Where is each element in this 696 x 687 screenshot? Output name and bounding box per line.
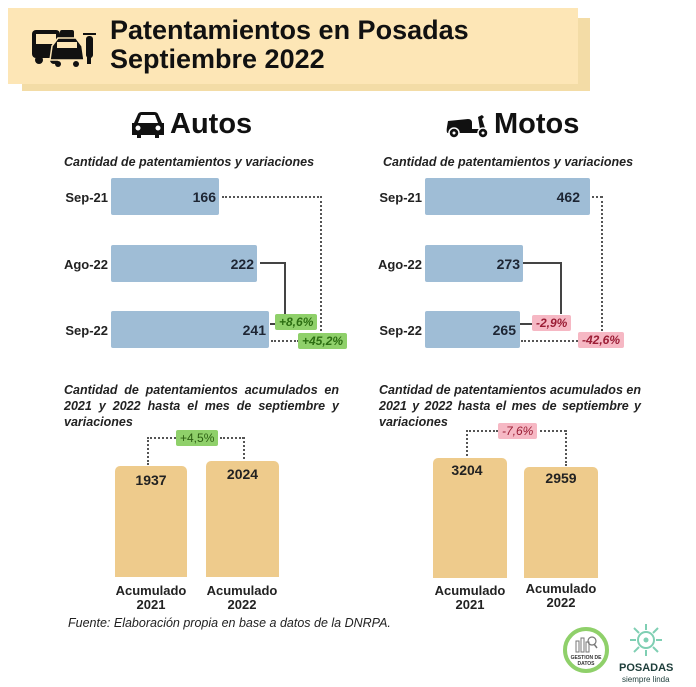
autos-value: 222	[230, 256, 254, 272]
connector-line	[521, 340, 581, 342]
label-line: 2022	[546, 595, 576, 610]
title-line-1: Patentamientos en Posadas	[110, 15, 469, 45]
connector-line	[243, 437, 245, 459]
autos-row-label: Sep-22	[65, 323, 108, 338]
label-line: Acumulado	[525, 581, 597, 596]
autos-monthly-subtitle: Cantidad de patentamientos y variaciones	[64, 155, 315, 169]
autos-row-label: Sep-21	[65, 190, 108, 205]
variation-badge-yearly: +45,2%	[298, 333, 348, 349]
connector-line	[466, 430, 498, 432]
vehicles-icon	[32, 30, 96, 67]
motos-accum-label: Acumulado 2022	[516, 582, 606, 610]
accum-variation-badge: -7,6%	[498, 423, 538, 439]
posadas-emblem-icon	[630, 624, 662, 656]
autos-accum-value: 1937	[135, 472, 167, 488]
connector-line	[271, 340, 299, 342]
connector-line	[260, 262, 286, 264]
autos-heading-label: Autos	[170, 108, 253, 140]
autos-accum-label: Acumulado 2022	[197, 584, 287, 612]
autos-value: 241	[242, 322, 266, 338]
autos-accum-bar-2022	[206, 461, 279, 577]
motos-accum-subtitle: Cantidad de patentamientos acumulados en…	[379, 383, 641, 429]
motos-value: 273	[496, 256, 520, 272]
autos-accum-subtitle: Cantidad de patentamientos acumulados en…	[64, 383, 339, 429]
autos-bar-sep22	[111, 311, 269, 348]
page-title: Patentamientos en Posadas Septiembre 202…	[110, 16, 469, 74]
motos-bar-sep21	[425, 178, 590, 215]
connector-line	[222, 196, 322, 198]
gestion-de-datos-text: GESTION DE DATOS	[570, 655, 602, 667]
gestion-de-datos-logo	[563, 627, 609, 673]
connector-line	[284, 262, 286, 314]
motos-heading: Motos	[446, 108, 579, 141]
connector-line	[523, 262, 561, 264]
variation-badge-monthly: +8,6%	[275, 314, 318, 330]
connector-line	[540, 430, 566, 432]
connector-line	[147, 437, 149, 465]
motos-accum-value: 2959	[545, 470, 577, 486]
posadas-logo-subtitle: siempre linda	[622, 675, 670, 684]
variation-badge-yearly: -42,6%	[578, 332, 625, 348]
motos-heading-label: Motos	[494, 108, 580, 140]
autos-bar-ago22	[111, 245, 257, 282]
motos-value: 462	[556, 189, 580, 205]
label-line: 2021	[136, 597, 166, 612]
label-line: Acumulado	[115, 583, 187, 598]
car-icon	[132, 111, 164, 138]
connector-line	[220, 437, 244, 439]
connector-line	[592, 196, 602, 198]
motos-monthly-subtitle: Cantidad de patentamientos y variaciones	[383, 155, 634, 169]
motos-accum-bar-2021	[433, 458, 507, 578]
variation-badge-monthly: -2,9%	[532, 315, 572, 331]
autos-accum-bar-2021	[115, 466, 187, 577]
motos-accum-bar-2022	[524, 467, 598, 578]
label-line: Acumulado	[206, 583, 278, 598]
motos-accum-value: 3204	[451, 462, 483, 478]
connector-line	[565, 430, 567, 466]
autos-row-label: Ago-22	[63, 257, 108, 272]
autos-accum-label: Acumulado 2021	[106, 584, 196, 612]
title-line-2: Septiembre 2022	[110, 44, 325, 74]
motos-bar-ago22	[425, 245, 523, 282]
connector-line	[147, 437, 195, 439]
autos-bar-sep21	[111, 178, 219, 215]
label-line: Acumulado	[434, 583, 506, 598]
connector-line	[520, 323, 534, 325]
connector-line	[560, 262, 562, 314]
connector-line	[601, 196, 603, 331]
scooter-icon	[446, 114, 489, 139]
label-line: 2022	[227, 597, 257, 612]
connector-line	[320, 196, 322, 331]
motos-value: 265	[492, 322, 516, 338]
motos-accum-label: Acumulado 2021	[425, 584, 515, 612]
motos-row-label: Sep-21	[379, 190, 422, 205]
motos-bar-sep22	[425, 311, 520, 348]
motos-row-label: Sep-22	[379, 323, 422, 338]
connector-line	[270, 323, 276, 325]
label-line: 2021	[455, 597, 485, 612]
posadas-logo-title: POSADAS	[619, 662, 674, 674]
connector-line	[466, 430, 468, 456]
accum-variation-badge: +4,5%	[176, 430, 219, 446]
bar-chart-magnifier-icon	[575, 636, 598, 653]
autos-accum-value: 2024	[226, 466, 259, 482]
autos-heading: Autos	[130, 108, 252, 141]
source-note: Fuente: Elaboración propia en base a dat…	[68, 616, 391, 630]
motos-row-label: Ago-22	[377, 257, 422, 272]
autos-value: 166	[192, 189, 216, 205]
header-banner	[8, 8, 578, 84]
